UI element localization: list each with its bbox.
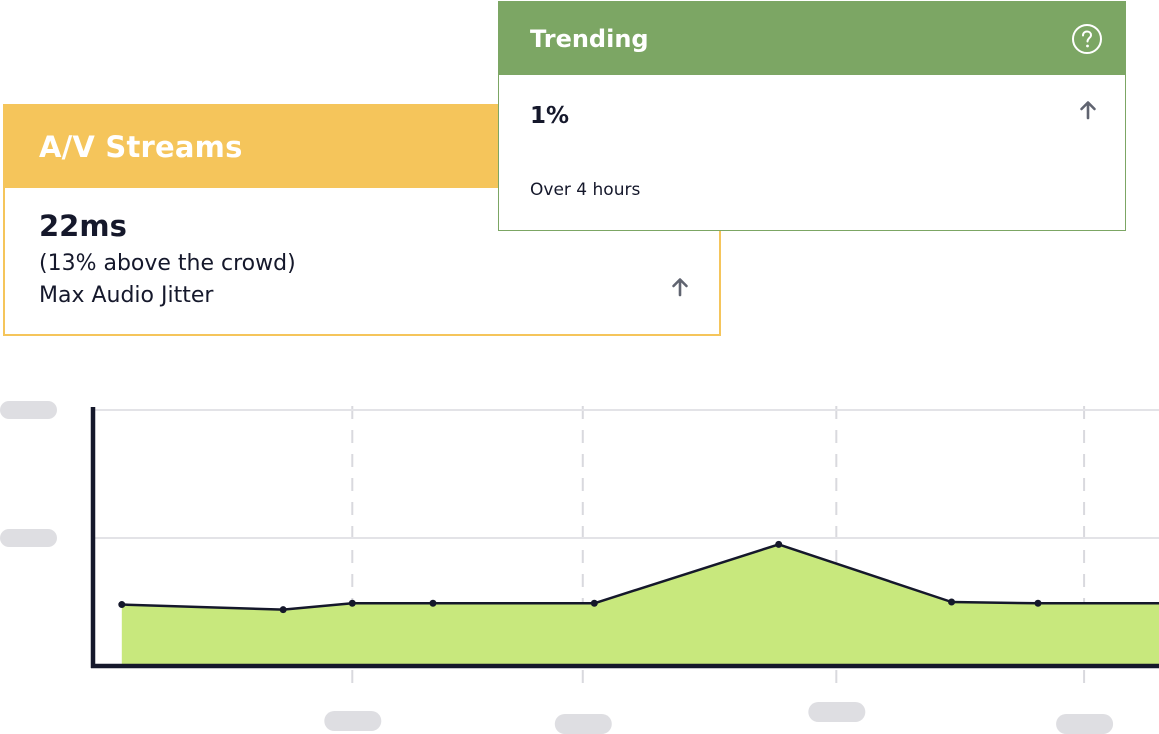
data-point [775, 541, 782, 548]
trending-value: 1% [530, 103, 569, 129]
trending-title: Trending [530, 25, 649, 53]
data-point [280, 606, 287, 613]
y-tick-label [0, 529, 57, 547]
trending-period: Over 4 hours [530, 180, 640, 200]
x-tick-label [1056, 714, 1113, 734]
y-tick-label [0, 401, 57, 419]
av-streams-title: A/V Streams [39, 130, 243, 164]
arrow-up-icon [1077, 99, 1099, 121]
x-tick-label [324, 711, 381, 731]
trending-header: Trending [499, 2, 1125, 75]
trending-card: Trending 1% Over 4 hours [498, 1, 1126, 231]
area-fill [122, 544, 1159, 666]
data-point [591, 600, 598, 607]
data-point [349, 600, 356, 607]
data-point [429, 600, 436, 607]
data-point [1034, 600, 1041, 607]
x-tick-label [555, 714, 612, 734]
question-circle-icon[interactable] [1071, 23, 1103, 55]
crowd-comparison: (13% above the crowd) [39, 248, 719, 280]
labels-layer [0, 401, 1113, 734]
area-layer [122, 544, 1159, 666]
data-point [118, 601, 125, 608]
data-point [948, 599, 955, 606]
x-tick-label [808, 702, 865, 722]
arrow-up-icon [669, 276, 691, 298]
metric-label: Max Audio Jitter [39, 280, 719, 312]
